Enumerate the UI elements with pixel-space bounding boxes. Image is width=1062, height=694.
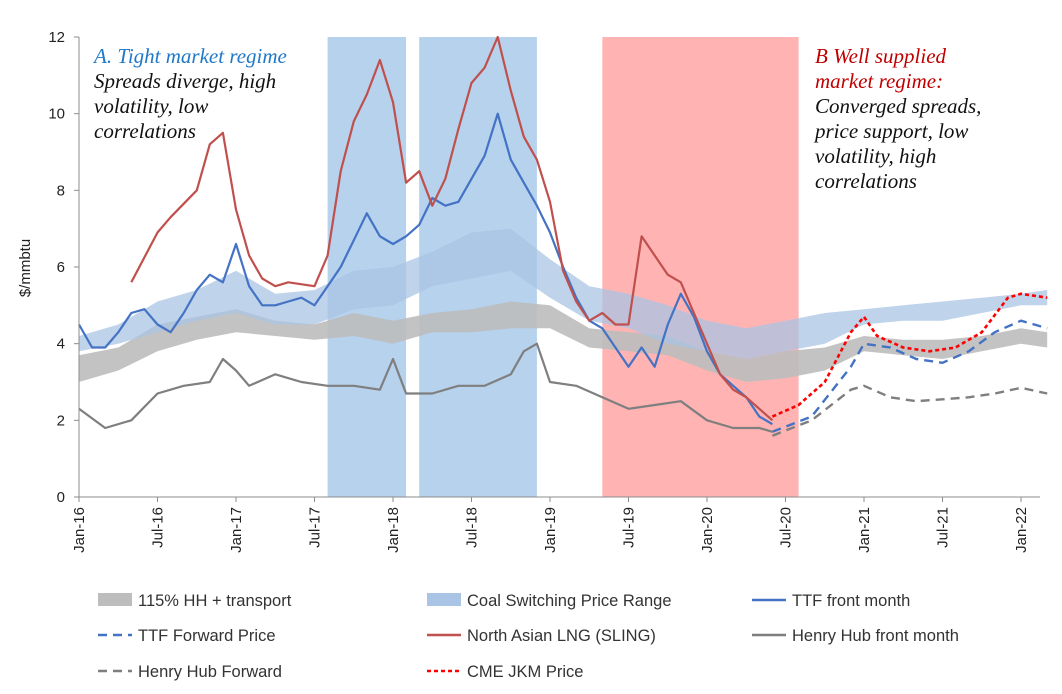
x-tick-label-1: Jul-16 (150, 507, 167, 548)
annotation-a-line-3: correlations (94, 119, 196, 143)
legend: 115% HH + transport Coal Switching Price … (98, 592, 959, 681)
annotation-b-title-line-2: market regime: (815, 69, 943, 93)
y-axis-label: $/mmbtu (17, 239, 34, 297)
annotation-a-line-1: Spreads diverge, high (94, 69, 276, 93)
annotation-b-line-2: price support, low (813, 119, 968, 143)
legend-swatch-coal-switching-price-range (427, 593, 461, 606)
series-henry-hub-forward (771, 384, 1048, 437)
legend-item-henry-hub-forward: Henry Hub Forward (98, 663, 282, 681)
annotation-b-line-1: Converged spreads, (815, 94, 981, 118)
series-ttf-forward-price (771, 319, 1048, 433)
x-tick-labels: Jan-16 Jul-16 Jan-17 Jul-17 Jan-18 Jul-18 Jan-… (71, 507, 1030, 553)
x-tick-label-9: Jul-20 (778, 507, 795, 548)
legend-label-ttf-forward-price: TTF Forward Price (138, 627, 276, 645)
y-tick-label-5: 10 (48, 106, 65, 123)
annotation-b-line-3: volatility, high (815, 144, 936, 168)
legend-label-coal-switching-price-range: Coal Switching Price Range (467, 592, 672, 610)
series-cme-jkm-price (771, 292, 1048, 418)
legend-item-north-asian-lng-sling: North Asian LNG (SLING) (427, 627, 656, 645)
x-tick-label-2: Jan-17 (228, 507, 245, 553)
legend-item-ttf-front-month: TTF front month (752, 592, 910, 610)
y-tick-label-3: 6 (57, 259, 65, 276)
legend-label-ttf-front-month: TTF front month (792, 592, 910, 610)
y-tick-label-4: 8 (57, 182, 65, 199)
legend-item-115-hh-transport: 115% HH + transport (98, 592, 292, 610)
price-series (78, 35, 1048, 437)
x-tick-label-5: Jul-18 (464, 507, 481, 548)
x-tick-label-6: Jan-19 (542, 507, 559, 553)
x-tick-label-11: Jul-21 (935, 507, 952, 548)
x-tick-label-3: Jul-17 (307, 507, 324, 548)
legend-label-henry-hub-front-month: Henry Hub front month (792, 627, 959, 645)
axes (74, 36, 1040, 502)
x-tick-label-0: Jan-16 (71, 507, 88, 553)
price-bands (79, 228, 1048, 382)
x-tick-label-4: Jan-18 (385, 507, 402, 553)
annotation-a-line-2: volatility, low (94, 94, 208, 118)
legend-swatch-115-hh-transport (98, 593, 132, 606)
legend-label-115-hh-transport: 115% HH + transport (138, 592, 292, 610)
legend-label-cme-jkm-price: CME JKM Price (467, 663, 583, 681)
annotation-b-line-4: correlations (815, 169, 917, 193)
x-tick-label-7: Jul-19 (621, 507, 638, 548)
y-tick-label-1: 2 (57, 412, 65, 429)
series-north-asian-lng-sling (130, 35, 774, 422)
annotation-a-title: A. Tight market regime (92, 44, 287, 68)
x-tick-label-12: Jan-22 (1013, 507, 1030, 553)
legend-label-north-asian-lng-sling: North Asian LNG (SLING) (467, 627, 656, 645)
legend-label-henry-hub-forward: Henry Hub Forward (138, 663, 282, 681)
legend-item-ttf-forward-price: TTF Forward Price (98, 627, 276, 645)
band-coal-switching (79, 228, 1048, 359)
shaded-region-3 (602, 37, 799, 497)
legend-item-henry-hub-front-month: Henry Hub front month (752, 627, 959, 645)
legend-item-cme-jkm-price: CME JKM Price (427, 663, 583, 681)
y-tick-label-0: 0 (57, 489, 65, 506)
x-tick-label-8: Jan-20 (699, 507, 716, 553)
series-ttf-front-month (78, 112, 773, 426)
y-tick-label-2: 4 (57, 336, 65, 353)
band-hh-transport (79, 301, 1048, 382)
y-tick-labels: 0 2 4 6 8 10 12 (48, 29, 65, 506)
legend-item-coal-switching-price-range: Coal Switching Price Range (427, 592, 672, 610)
annotation-b-title-line-1: B Well supplied (815, 44, 947, 68)
x-tick-label-10: Jan-21 (856, 507, 873, 553)
series-henry-hub-front-month (78, 342, 773, 433)
y-tick-label-6: 12 (48, 29, 65, 46)
